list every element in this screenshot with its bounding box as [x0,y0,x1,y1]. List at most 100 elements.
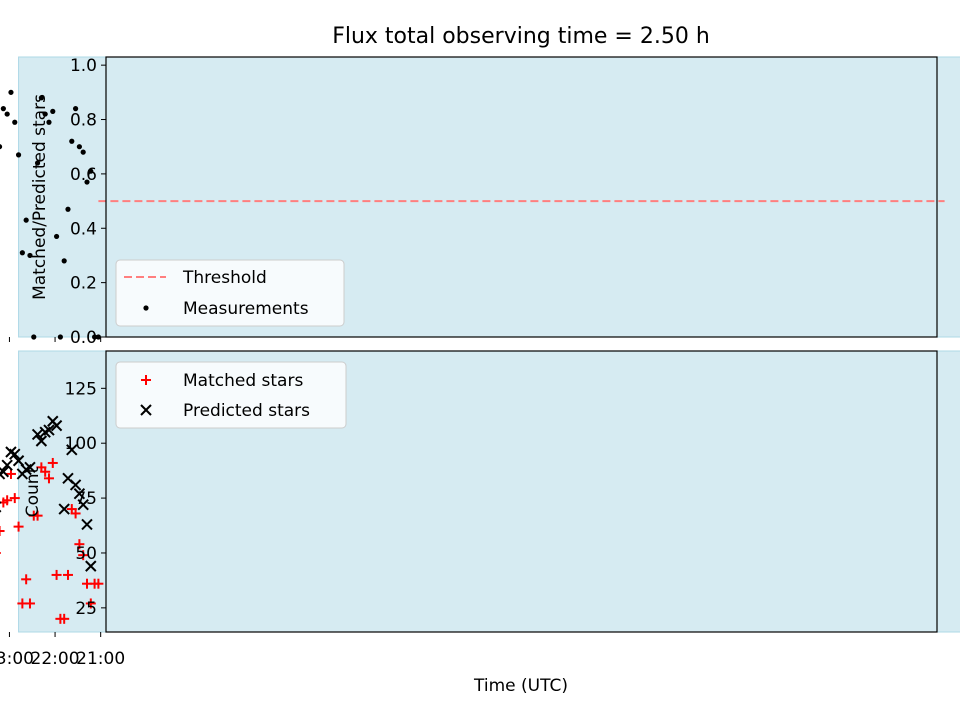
matched-star-point [78,550,89,561]
legend-predicted-swatch-b [140,404,152,416]
top-y-tick-label: 0.2 [70,274,97,294]
top-legend-box [115,259,345,327]
matched-star-point [55,613,66,624]
measurement-point [84,179,90,185]
legend-measurements-swatch [143,305,149,311]
predicted-star-point-b [73,487,86,500]
legend-measurements-label: Measurements [183,299,309,319]
predicted-star-point [35,435,48,447]
matched-star-point [0,526,5,537]
predicted-star-point-b [12,455,25,467]
legend-predicted-swatch [140,404,152,416]
matched-star-point [66,504,77,515]
predicted-star-point [85,560,97,572]
predicted-star-point-b [58,503,70,515]
matched-star-point [85,598,96,609]
matched-star-point [47,457,58,468]
predicted-star-point-b [81,518,93,531]
matched-star-point [17,598,28,609]
measurement-point [57,334,63,340]
predicted-star-point [73,487,86,500]
bottom-y-tick-label: 125 [65,379,97,399]
top-y-tick-label: 0.4 [70,219,97,239]
x-tick-label: 21:00 [76,649,125,669]
measurement-point [95,334,101,340]
predicted-star-point-b [69,479,82,491]
top-y-tick-label: 0.0 [70,328,97,348]
top-axes-frame [105,56,938,338]
matched-star-point [74,539,85,550]
top-legend: Threshold Measurements [115,259,345,327]
bottom-y-tick-label: 100 [65,434,97,454]
predicted-star-point-a [0,472,6,480]
top-y-tick-label: 0.6 [70,165,97,185]
measurement-point [4,111,10,117]
measurement-point [15,152,22,158]
measurement-point [12,119,18,125]
legend-matched-swatch [141,375,151,385]
matched-star-point [62,569,73,580]
measurement-point [19,250,25,256]
bottom-y-tick-label: 75 [75,489,97,509]
predicted-star-point-b [66,444,78,456]
measurement-point [69,138,75,144]
bottom-y-tick-label: 50 [75,544,97,564]
measurement-point [42,111,48,117]
predicted-star-point [0,468,6,480]
measurement-point [65,206,71,212]
bottom-plot: 25507510012521:0022:0023:0000:0001:0002:… [0,350,960,669]
legend-threshold-label: Threshold [182,268,267,288]
matched-star-point [13,521,24,532]
bottom-legend-box [115,361,347,429]
measurement-point [31,334,37,340]
matched-star-point [81,578,92,589]
predicted-star-point [16,468,29,480]
measurement-point [38,95,44,101]
measurement-point [61,258,67,264]
predicted-star-point [5,446,17,458]
measurement-point [23,217,29,223]
predicted-star-point-b [16,468,29,480]
predicted-star-point-b [5,446,17,458]
predicted-star-point [77,498,89,511]
measurement-point [0,144,3,150]
measurement-point [53,233,60,240]
legend-predicted-label: Predicted stars [183,401,310,421]
predicted-star-point-b [0,468,6,475]
bottom-y-tick-label: 25 [75,599,97,619]
top-plot: 0.0 0.2 0.4 0.6 0.8 1.0 Threshold Measurements [0,56,960,348]
measurement-point [27,252,33,259]
bottom-y-axis-label: Count [23,466,43,517]
bottom-legend: Matched stars Predicted stars [115,361,347,429]
measurement-point [8,89,14,95]
measurement-point [50,108,56,114]
predicted-star-point-b [39,426,51,438]
measurement-point [88,168,94,174]
predicted-star-point [31,428,44,441]
predicted-star-point-b [77,498,89,511]
predicted-star-point [66,444,78,456]
predicted-star-point-b [85,560,97,572]
matched-star-point [36,462,47,473]
x-axis-label: Time (UTC) [473,676,568,696]
matched-star-point [9,493,20,504]
measurement-point [0,106,6,112]
predicted-star-point-b [31,428,44,441]
predicted-star-point-b [35,435,48,447]
predicted-star-point [62,472,74,485]
matched-star-point [51,569,62,580]
measurement-point [46,119,52,125]
matched-star-point [43,473,54,484]
chart-title: Flux total observing time = 2.50 h [332,24,710,49]
measurement-point [72,106,79,112]
top-y-axis-label: Matched/Predicted stars [30,94,50,300]
x-tick-label: 23:00 [0,649,34,669]
matched-star-point [21,574,32,585]
predicted-star-point [47,415,59,427]
measurement-point [34,160,41,166]
matched-star-point [28,510,39,521]
matched-star-point [5,468,16,479]
top-y-tick-label: 1.0 [70,56,97,76]
measurement-point [80,149,86,155]
